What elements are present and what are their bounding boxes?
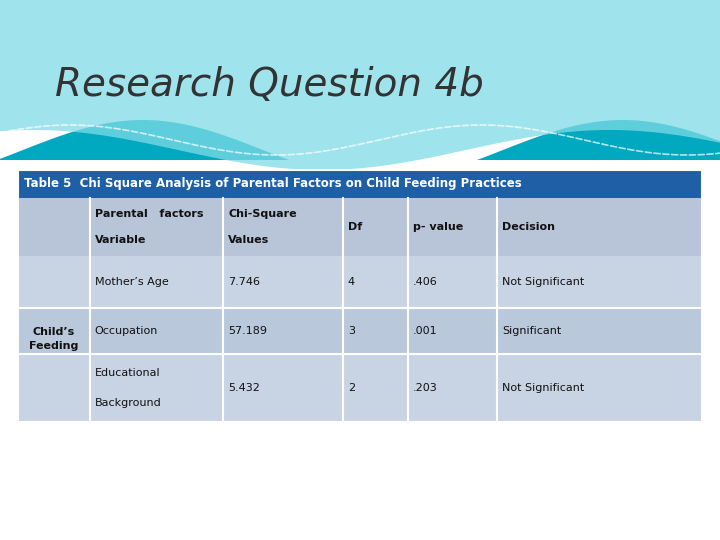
Text: Values: Values bbox=[228, 235, 269, 245]
Text: Decision: Decision bbox=[502, 222, 555, 232]
Text: Table 5  Chi Square Analysis of Parental Factors on Child Feeding Practices: Table 5 Chi Square Analysis of Parental … bbox=[24, 178, 522, 191]
FancyBboxPatch shape bbox=[18, 308, 702, 354]
Text: .406: .406 bbox=[413, 277, 438, 287]
Text: Not Significant: Not Significant bbox=[502, 277, 584, 287]
FancyBboxPatch shape bbox=[18, 170, 702, 198]
Text: Occupation: Occupation bbox=[95, 326, 158, 336]
Polygon shape bbox=[0, 0, 720, 160]
Text: 4: 4 bbox=[348, 277, 355, 287]
Text: 3: 3 bbox=[348, 326, 355, 336]
Text: 57.189: 57.189 bbox=[228, 326, 267, 336]
Text: Df: Df bbox=[348, 222, 362, 232]
Text: Parental   factors: Parental factors bbox=[95, 209, 203, 219]
Text: .001: .001 bbox=[413, 326, 438, 336]
FancyBboxPatch shape bbox=[18, 256, 702, 308]
Text: 2: 2 bbox=[348, 383, 355, 393]
FancyBboxPatch shape bbox=[18, 354, 702, 422]
Text: 5.432: 5.432 bbox=[228, 383, 260, 393]
Text: Research Question 4b: Research Question 4b bbox=[55, 66, 484, 104]
Text: p- value: p- value bbox=[413, 222, 463, 232]
Polygon shape bbox=[0, 0, 720, 170]
Text: Child’s
Feeding: Child’s Feeding bbox=[30, 327, 78, 350]
Text: Chi-Square: Chi-Square bbox=[228, 209, 297, 219]
FancyBboxPatch shape bbox=[18, 198, 702, 256]
Polygon shape bbox=[0, 0, 720, 180]
Text: Not Significant: Not Significant bbox=[502, 383, 584, 393]
Text: Background: Background bbox=[95, 398, 161, 408]
Text: Educational: Educational bbox=[95, 368, 161, 378]
Text: 7.746: 7.746 bbox=[228, 277, 260, 287]
Text: Significant: Significant bbox=[502, 326, 561, 336]
Text: Mother’s Age: Mother’s Age bbox=[95, 277, 168, 287]
Text: Variable: Variable bbox=[95, 235, 146, 245]
Text: .203: .203 bbox=[413, 383, 438, 393]
